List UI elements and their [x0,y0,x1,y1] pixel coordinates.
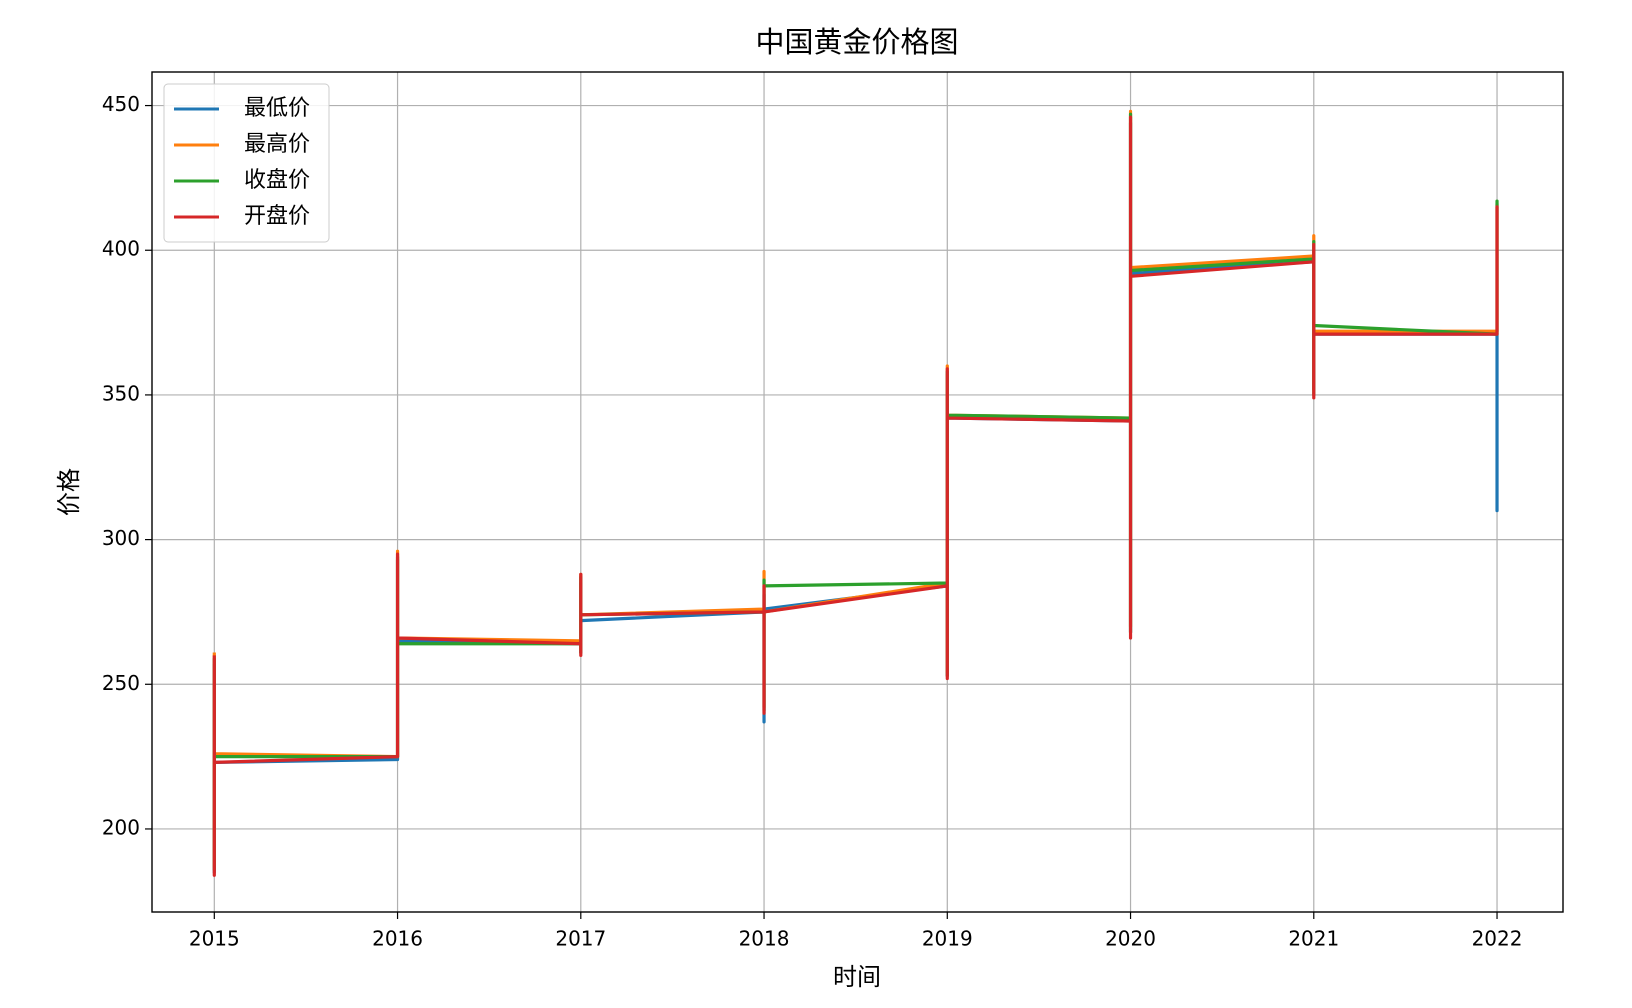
y-tick-label: 200 [102,815,140,839]
series-line [212,109,1499,869]
x-tick-label: 2021 [1288,927,1339,951]
x-tick-label: 2018 [739,927,790,951]
y-tick-label: 450 [102,92,140,116]
x-tick-label: 2015 [189,927,240,951]
y-tick-label: 400 [102,237,140,261]
x-tick-label: 2020 [1105,927,1156,951]
chart-title: 中国黄金价格图 [755,25,958,59]
plot-frame [151,71,1564,913]
x-tick-label: 2016 [372,927,423,951]
x-tick-label: 2017 [555,927,606,951]
legend-label: 收盘价 [244,168,310,193]
x-tick-label: 2022 [1472,927,1523,951]
y-axis-label: 价格 [55,468,83,516]
series-line [212,112,1499,872]
y-tick-label: 300 [102,526,140,550]
series-line [212,115,1499,877]
legend-label: 最高价 [244,132,310,157]
legend-frame [163,83,330,243]
series-line [212,121,1499,874]
legend-label: 最低价 [244,96,310,121]
x-axis-label: 时间 [833,963,881,991]
y-tick-label: 250 [102,671,140,695]
x-tick-label: 2019 [922,927,973,951]
legend-label: 开盘价 [244,204,310,229]
y-tick-label: 350 [102,381,140,405]
